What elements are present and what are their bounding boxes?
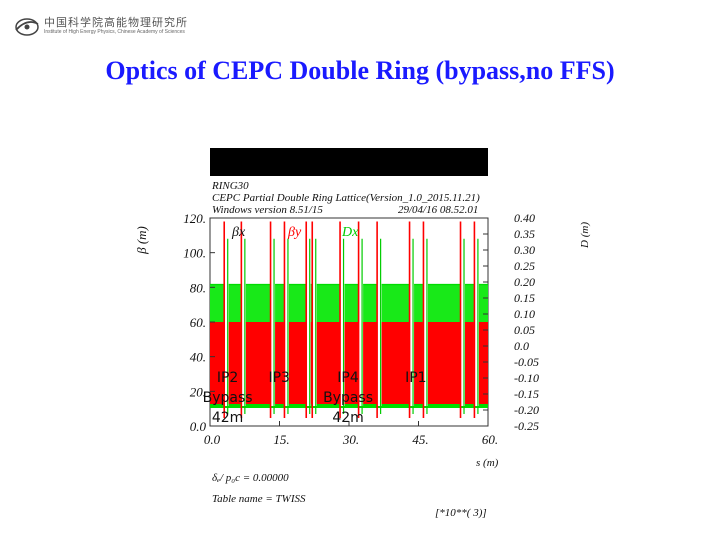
y-right-tick-11: 0.30 — [514, 243, 535, 257]
y-right-tick-9: 0.20 — [514, 275, 535, 289]
header-line-2: CEPC Partial Double Ring Lattice(Version… — [212, 192, 480, 204]
x-tick-3: 45. — [412, 432, 428, 447]
y-right-tick-3: -0.10 — [514, 371, 539, 385]
annotation-0: IP2 Bypass 42m — [203, 370, 253, 426]
spike-gap-10 — [422, 221, 428, 406]
y-right-tick-5: 0.0 — [514, 339, 529, 353]
spike-gap-6 — [339, 221, 345, 406]
ihep-logo-icon — [15, 18, 39, 36]
y-right-tick-1: -0.20 — [514, 403, 539, 417]
spike-gap-5 — [311, 221, 317, 406]
y-right-tick-0: -0.25 — [514, 419, 539, 433]
annotation-3: IP1 — [405, 370, 426, 386]
header-line-3-right: 29/04/16 08.52.01 — [398, 204, 478, 216]
spike-gap-2 — [270, 221, 276, 406]
spike-gap-8 — [376, 221, 382, 406]
annotation-2: IP4 Bypass 42m — [323, 370, 373, 426]
institute-name-en: Institute of High Energy Physics, Chines… — [44, 29, 185, 35]
y-left-tick-0: 0.0 — [190, 419, 207, 434]
spike-gap-12 — [473, 221, 479, 406]
legend-beta-x: βx — [231, 225, 246, 240]
page-title: Optics of CEPC Double Ring (bypass,no FF… — [105, 56, 615, 85]
y-right-tick-2: -0.15 — [514, 387, 539, 401]
spike-gap-11 — [460, 221, 466, 406]
header-line-1: RING30 — [211, 180, 249, 192]
series-beta-x-band — [210, 322, 488, 404]
spike-gap-1 — [240, 221, 246, 406]
spike-gap-0 — [223, 221, 229, 406]
spike-gap-7 — [358, 221, 364, 406]
y-left-tick-5: 100. — [183, 246, 206, 261]
y-right-tick-13: 0.40 — [514, 211, 535, 225]
legend-dispersion: Dx — [341, 225, 359, 240]
y-left-tick-3: 60. — [190, 315, 206, 330]
y-left-tick-2: 40. — [190, 350, 206, 365]
y-right-tick-12: 0.35 — [514, 227, 535, 241]
spike-gap-3 — [283, 221, 289, 406]
y-right-tick-4: -0.05 — [514, 355, 539, 369]
spike-gap-4 — [305, 221, 311, 406]
spike-gap-9 — [409, 221, 415, 406]
x-tick-0: 0.0 — [204, 432, 221, 447]
y-left-tick-6: 120. — [183, 211, 206, 226]
series-dispersion-band — [210, 285, 488, 322]
header-bar — [210, 148, 488, 176]
header-line-3-left: Windows version 8.51/15 — [212, 204, 323, 216]
y-right-tick-7: 0.10 — [514, 307, 535, 321]
y-right-tick-6: 0.05 — [514, 323, 535, 337]
institute-logo: 中国科学院高能物理研究所 Institute of High Energy Ph… — [14, 14, 187, 40]
x-tick-1: 15. — [273, 432, 289, 447]
x-tick-4: 60. — [482, 432, 498, 447]
legend-beta-y: βy — [287, 225, 302, 240]
footer-table-name: Table name = TWISS — [212, 493, 306, 505]
x-axis-label: s (m) — [476, 457, 499, 469]
y-right-tick-10: 0.25 — [514, 259, 535, 273]
institute-name-cn: 中国科学院高能物理研究所 — [44, 16, 188, 29]
y-left-tick-1: 20. — [190, 384, 206, 399]
y-left-label: β (m) — [134, 226, 149, 255]
y-right-label: D (m) — [579, 222, 591, 249]
y-right-tick-8: 0.15 — [514, 291, 535, 305]
y-left-tick-4: 80. — [190, 280, 206, 295]
x-tick-2: 30. — [342, 432, 359, 447]
footer-delta: δₑ/ p₀c = 0.00000 — [212, 472, 289, 484]
annotation-1: IP3 — [268, 370, 289, 386]
footer-scale: [*10**( 3)] — [435, 507, 487, 519]
